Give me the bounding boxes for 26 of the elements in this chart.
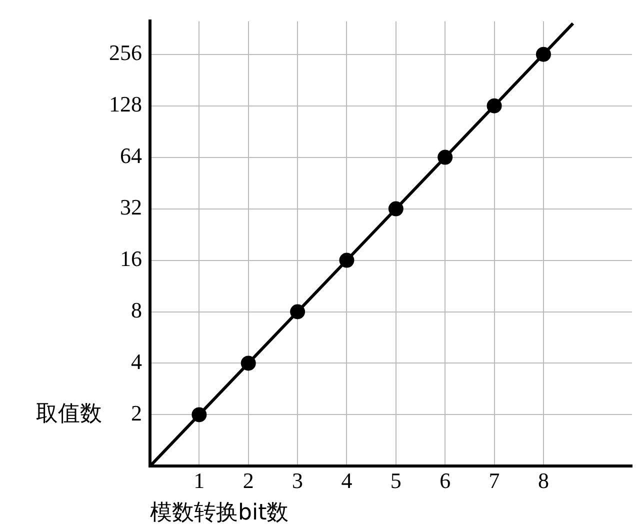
point bbox=[290, 304, 306, 320]
x-tick-label: 7 bbox=[488, 468, 500, 494]
y-tick-label: 32 bbox=[120, 194, 142, 220]
point bbox=[388, 201, 404, 216]
x-tick-label: 4 bbox=[341, 468, 352, 494]
x-tick-label: 1 bbox=[194, 468, 205, 494]
point bbox=[486, 98, 502, 114]
y-tick-label: 128 bbox=[109, 92, 142, 117]
y-axis-title: 取值数 bbox=[36, 401, 102, 426]
point bbox=[192, 407, 207, 422]
x-tick-label: 3 bbox=[292, 468, 304, 494]
x-tick-label: 6 bbox=[440, 468, 451, 494]
y-tick-label: 2 bbox=[131, 400, 142, 426]
y-tick-label: 16 bbox=[120, 246, 142, 272]
point bbox=[438, 150, 453, 165]
point bbox=[339, 252, 354, 268]
y-tick-label: 64 bbox=[120, 143, 142, 168]
x-tick-label: 2 bbox=[242, 468, 254, 494]
x-tick-label: 8 bbox=[538, 468, 549, 494]
x-tick-label: 5 bbox=[390, 468, 402, 494]
y-tick-label: 256 bbox=[109, 40, 142, 66]
y-tick-label: 8 bbox=[131, 298, 142, 323]
x-axis-title: 模数转换bit数 bbox=[150, 500, 289, 526]
point bbox=[240, 356, 256, 371]
point bbox=[536, 46, 551, 62]
y-tick-label: 4 bbox=[131, 349, 142, 374]
